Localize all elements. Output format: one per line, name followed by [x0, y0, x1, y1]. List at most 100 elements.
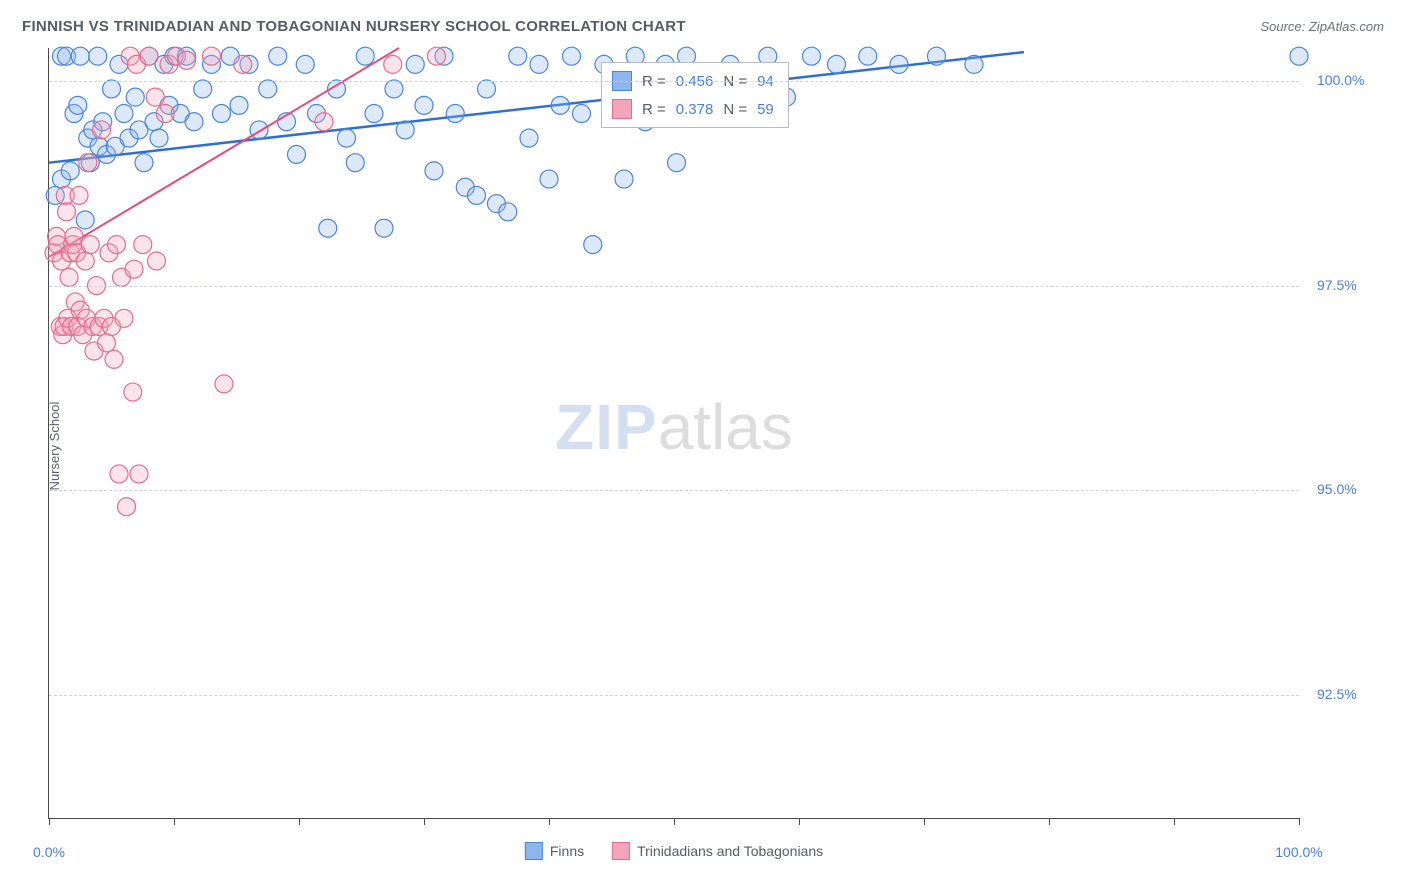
x-tick — [1049, 818, 1050, 825]
point-trinidadians — [58, 203, 76, 221]
legend-swatch-finns — [525, 842, 543, 860]
point-trinidadians — [203, 47, 221, 65]
source-prefix: Source: — [1260, 19, 1308, 34]
gridline — [49, 81, 1299, 82]
stats-row-trin: R = 0.378 N = 59 — [602, 95, 788, 123]
point-trinidadians — [178, 51, 196, 69]
point-finns — [540, 170, 558, 188]
x-tick — [674, 818, 675, 825]
point-finns — [269, 47, 287, 65]
point-finns — [520, 129, 538, 147]
y-tick-label: 97.5% — [1317, 277, 1357, 293]
legend-label-finns: Finns — [550, 843, 584, 859]
point-finns — [319, 219, 337, 237]
gridline — [49, 490, 1299, 491]
point-trinidadians — [215, 375, 233, 393]
point-trinidadians — [140, 47, 158, 65]
point-trinidadians — [146, 88, 164, 106]
legend-swatch-trin — [612, 842, 630, 860]
stats-n-val-1: 59 — [757, 101, 774, 118]
point-finns — [365, 105, 383, 123]
point-finns — [61, 162, 79, 180]
x-tick — [1174, 818, 1175, 825]
chart-plot-area: ZIPatlas R = 0.456 N = 94 R = 0.378 N = … — [48, 48, 1299, 819]
point-trinidadians — [65, 227, 83, 245]
point-trinidadians — [70, 186, 88, 204]
chart-source: Source: ZipAtlas.com — [1260, 19, 1384, 34]
point-finns — [89, 47, 107, 65]
gridline — [49, 695, 1299, 696]
gridline — [49, 286, 1299, 287]
point-trinidadians — [108, 236, 126, 254]
point-finns — [150, 129, 168, 147]
legend-label-trin: Trinidadians and Tobagonians — [637, 843, 823, 859]
point-trinidadians — [79, 154, 97, 172]
x-tick — [174, 818, 175, 825]
point-finns — [890, 55, 908, 73]
point-trinidadians — [115, 309, 133, 327]
stats-r-label-1: R = — [642, 101, 666, 118]
point-trinidadians — [428, 47, 446, 65]
point-trinidadians — [105, 350, 123, 368]
legend-item-finns: Finns — [525, 842, 584, 860]
point-finns — [406, 55, 424, 73]
point-finns — [615, 170, 633, 188]
x-tick — [1299, 818, 1300, 825]
point-finns — [530, 55, 548, 73]
point-finns — [385, 80, 403, 98]
point-finns — [509, 47, 527, 65]
point-finns — [828, 55, 846, 73]
point-trinidadians — [134, 236, 152, 254]
x-tick — [49, 818, 50, 825]
point-trinidadians — [124, 383, 142, 401]
point-finns — [1290, 47, 1308, 65]
y-tick-label: 92.5% — [1317, 686, 1357, 702]
x-tick — [924, 818, 925, 825]
source-name: ZipAtlas.com — [1309, 19, 1384, 34]
x-tick — [424, 818, 425, 825]
legend-item-trin: Trinidadians and Tobagonians — [612, 842, 823, 860]
point-finns — [478, 80, 496, 98]
x-tick — [799, 818, 800, 825]
point-finns — [563, 47, 581, 65]
point-finns — [185, 113, 203, 131]
point-finns — [356, 47, 374, 65]
point-finns — [965, 55, 983, 73]
point-trinidadians — [118, 498, 136, 516]
point-finns — [103, 80, 121, 98]
point-trinidadians — [110, 465, 128, 483]
stats-r-val-1: 0.378 — [676, 101, 714, 118]
point-finns — [928, 47, 946, 65]
x-tick — [299, 818, 300, 825]
stats-legend-box: R = 0.456 N = 94 R = 0.378 N = 59 — [601, 62, 789, 128]
point-finns — [194, 80, 212, 98]
point-finns — [135, 154, 153, 172]
point-finns — [859, 47, 877, 65]
bottom-legend: Finns Trinidadians and Tobagonians — [525, 842, 823, 860]
point-finns — [551, 96, 569, 114]
point-finns — [338, 129, 356, 147]
point-finns — [71, 47, 89, 65]
point-finns — [468, 186, 486, 204]
point-finns — [296, 55, 314, 73]
point-finns — [396, 121, 414, 139]
stats-n-label-1: N = — [723, 101, 747, 118]
scatter-svg — [49, 48, 1299, 818]
point-trinidadians — [148, 252, 166, 270]
point-trinidadians — [60, 268, 78, 286]
x-tick-label: 0.0% — [33, 844, 65, 860]
point-finns — [499, 203, 517, 221]
point-finns — [415, 96, 433, 114]
point-finns — [115, 105, 133, 123]
point-finns — [288, 145, 306, 163]
point-finns — [69, 96, 87, 114]
point-finns — [230, 96, 248, 114]
point-finns — [803, 47, 821, 65]
point-trinidadians — [98, 334, 116, 352]
point-finns — [346, 154, 364, 172]
chart-header: FINNISH VS TRINIDADIAN AND TOBAGONIAN NU… — [22, 18, 1384, 35]
point-finns — [259, 80, 277, 98]
point-finns — [446, 105, 464, 123]
y-tick-label: 95.0% — [1317, 481, 1357, 497]
point-trinidadians — [76, 252, 94, 270]
